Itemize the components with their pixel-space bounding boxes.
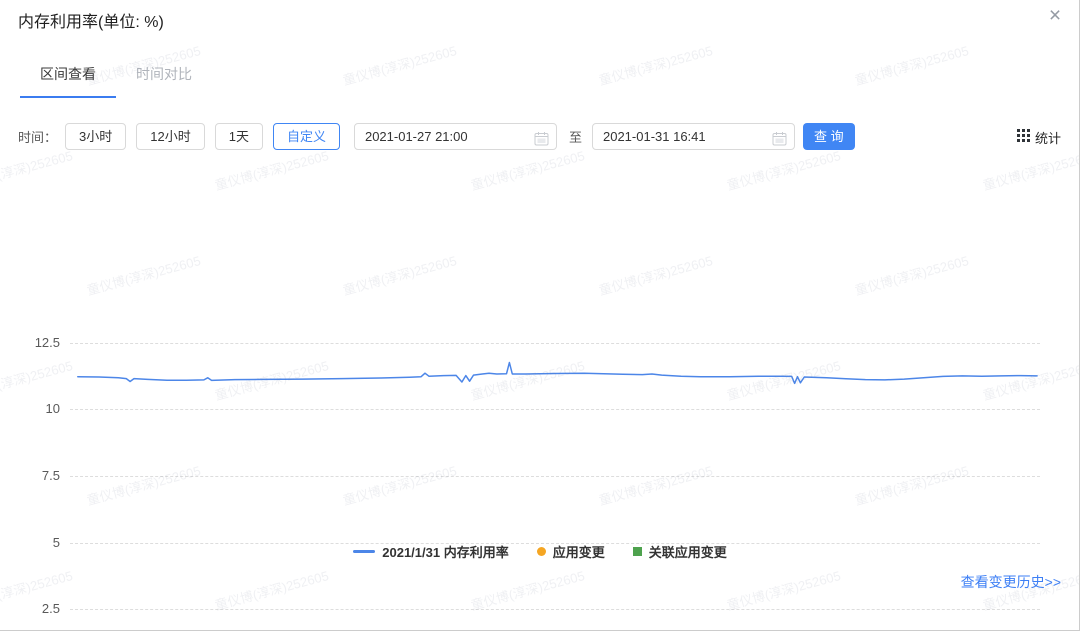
calendar-icon[interactable] — [772, 129, 787, 154]
y-gridline — [70, 409, 1040, 411]
range-custom-button[interactable]: 自定义 — [272, 123, 340, 150]
time-filter-label: 时间： — [18, 130, 58, 145]
y-axis-label: 12.5 — [34, 334, 60, 350]
watermark-text: 童仪博(淳深)252605 — [853, 43, 971, 88]
to-label: 至 — [568, 130, 582, 145]
stats-button[interactable]: 统计 — [1016, 128, 1061, 147]
close-icon[interactable]: × — [1048, 4, 1062, 27]
tab-bar: 区间查看 时间对比 — [20, 64, 212, 98]
grid-icon — [1016, 128, 1030, 147]
circle-swatch — [536, 547, 546, 556]
legend-item-series-memory[interactable]: 2021/1/31 内存利用率 — [353, 542, 509, 561]
tab-time-compare[interactable]: 时间对比 — [136, 66, 192, 82]
y-axis-label: 7.5 — [41, 467, 60, 483]
y-axis-label: 5 — [52, 534, 60, 550]
square-swatch — [632, 547, 642, 556]
line-swatch — [353, 550, 376, 553]
start-time-input[interactable]: 2021-01-27 21:00 — [353, 123, 557, 150]
view-change-history-link[interactable]: 查看变更历史>> — [960, 574, 1061, 590]
start-time-value: 2021-01-27 21:00 — [364, 129, 468, 144]
range-button-group: 3小时 12小时 1天 自定义 — [65, 123, 350, 150]
calendar-icon[interactable] — [534, 129, 549, 154]
y-axis-label: 10 — [45, 401, 60, 417]
tab-interval-view[interactable]: 区间查看 — [20, 64, 116, 98]
legend-label: 2021/1/31 内存利用率 — [382, 545, 509, 560]
legend-label: 关联应用变更 — [648, 545, 727, 560]
y-gridline — [70, 609, 1040, 611]
range-3h-button[interactable]: 3小时 — [65, 123, 127, 150]
chart-legend: 2021/1/31 内存利用率 应用变更 关联应用变更 — [0, 542, 1079, 561]
filter-row: 时间： 3小时 12小时 1天 自定义 2021-01-27 21:00 至 2021… — [18, 123, 855, 150]
y-gridline — [70, 542, 1040, 544]
memory-usage-line — [77, 361, 1038, 385]
watermark-text: 童仪博(淳深)252605 — [597, 43, 715, 88]
query-button[interactable]: 查 询 — [802, 123, 855, 150]
legend-label: 应用变更 — [552, 545, 605, 560]
range-1d-button[interactable]: 1天 — [214, 123, 263, 150]
legend-item-app-change[interactable]: 应用变更 — [536, 542, 605, 561]
legend-item-related-app-change[interactable]: 关联应用变更 — [632, 542, 727, 561]
line-chart: 2.557.51012.501-2806:0012:0018:0001-2906… — [0, 160, 1079, 616]
y-gridline — [70, 475, 1040, 477]
y-axis-label: 2.5 — [41, 601, 60, 617]
range-12h-button[interactable]: 12小时 — [136, 123, 205, 150]
watermark-text: 童仪博(淳深)252605 — [341, 43, 459, 88]
page-title: 内存利用率(单位: %) — [18, 14, 164, 31]
stats-label: 统计 — [1034, 131, 1061, 146]
end-time-value: 2021-01-31 16:41 — [602, 129, 706, 144]
y-gridline — [70, 342, 1040, 344]
end-time-input[interactable]: 2021-01-31 16:41 — [591, 123, 795, 150]
